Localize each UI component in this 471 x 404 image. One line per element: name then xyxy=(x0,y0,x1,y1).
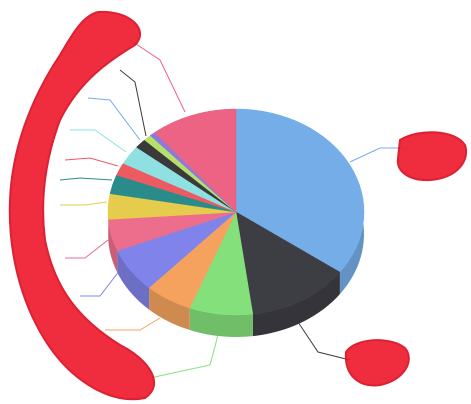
leader-line xyxy=(70,129,127,153)
leader-line xyxy=(349,147,405,163)
leader-line xyxy=(80,269,121,297)
leader-line xyxy=(65,239,109,259)
leader-line xyxy=(60,201,108,206)
leader-line xyxy=(149,334,219,379)
leader-line xyxy=(119,69,147,137)
pie-slice-side xyxy=(149,287,190,331)
leader-line xyxy=(59,177,113,181)
scribble xyxy=(8,10,156,401)
leader-line xyxy=(64,157,119,167)
leader-line xyxy=(129,39,186,113)
redactions xyxy=(8,10,468,401)
pie-slice xyxy=(154,108,237,213)
scribble xyxy=(396,131,468,182)
leader-line xyxy=(87,97,141,141)
pie-slice-side xyxy=(117,250,150,310)
pie-tops xyxy=(107,108,365,316)
scribble xyxy=(344,339,410,387)
leader-line xyxy=(105,317,161,331)
leader-lines xyxy=(59,39,405,379)
leader-line xyxy=(297,321,351,361)
pie-slice xyxy=(235,108,365,273)
pie-slice-side xyxy=(252,272,340,337)
pie-slice xyxy=(235,211,341,315)
